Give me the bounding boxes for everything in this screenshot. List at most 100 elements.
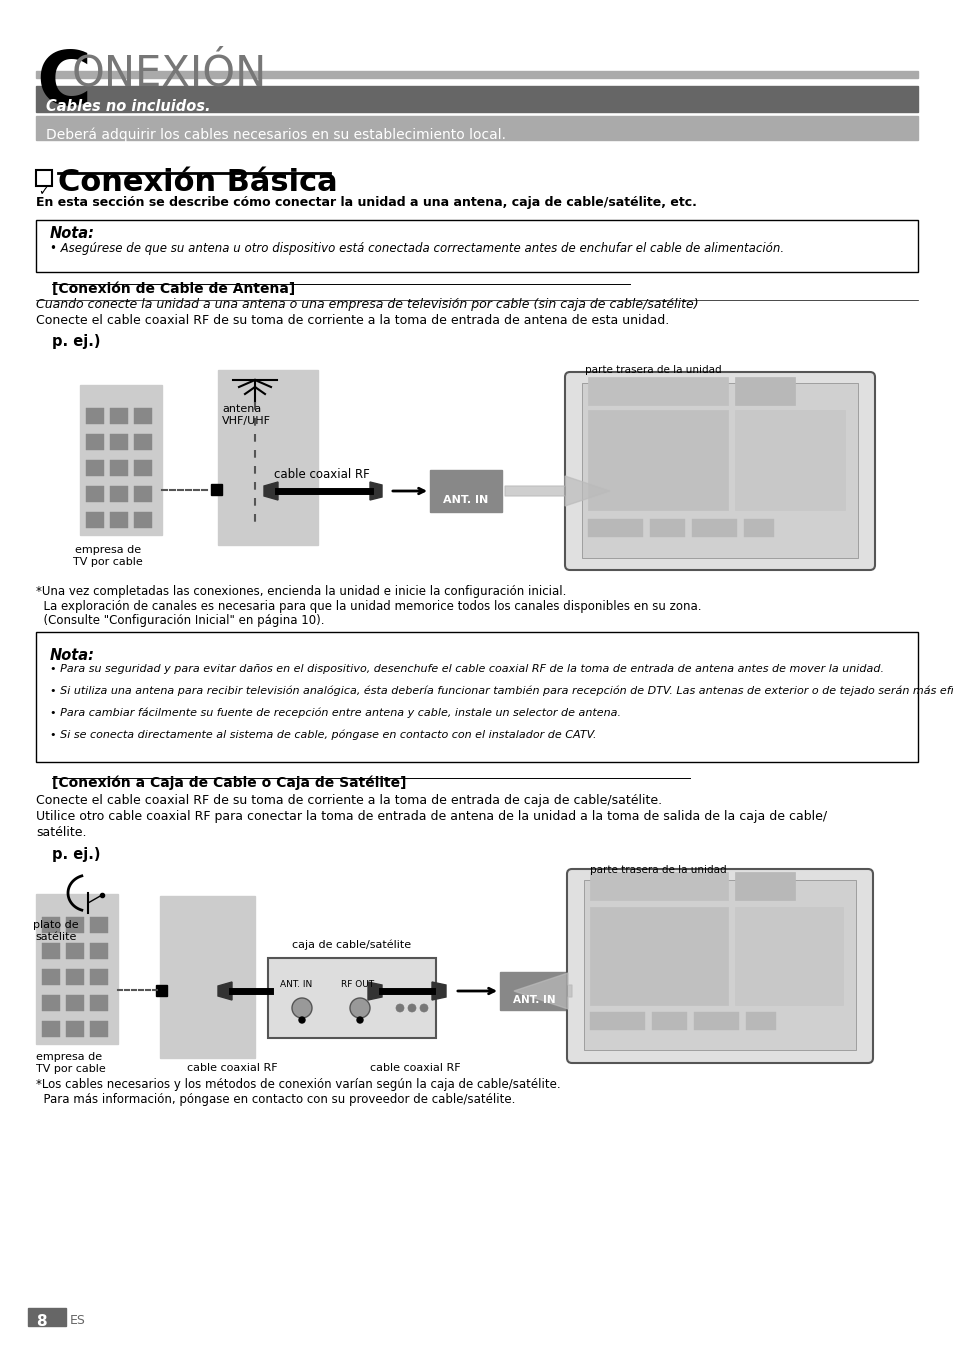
Text: Para más información, póngase en contacto con su proveedor de cable/satélite.: Para más información, póngase en contact… [36, 1093, 515, 1105]
Bar [133, 460, 152, 476]
Bar [86, 512, 104, 528]
Bar [589, 1012, 644, 1030]
Bar [743, 519, 773, 537]
Text: • Asegúrese de que su antena u otro dispositivo está conectada correctamente ant: • Asegúrese de que su antena u otro disp… [50, 243, 783, 255]
Bar [90, 944, 108, 958]
Text: ANT. IN: ANT. IN [512, 995, 555, 1006]
Bar [86, 434, 104, 450]
Text: Conecte el cable coaxial RF de su toma de corriente a la toma de entrada de caja: Conecte el cable coaxial RF de su toma d… [36, 794, 661, 807]
Bar [133, 408, 152, 425]
Text: Deberá adquirir los cables necesarios en su establecimiento local.: Deberá adquirir los cables necesarios en… [46, 128, 505, 143]
Text: 8: 8 [36, 1314, 47, 1329]
Text: plato de
satélite: plato de satélite [33, 919, 79, 942]
Bar [651, 1012, 686, 1030]
Bar [587, 377, 727, 404]
Bar [430, 470, 501, 512]
Bar [734, 907, 842, 1006]
Text: *Los cables necesarios y los métodos de conexión varían según la caja de cable/s: *Los cables necesarios y los métodos de … [36, 1078, 560, 1091]
Polygon shape [432, 981, 446, 1000]
Bar [90, 917, 108, 933]
FancyBboxPatch shape [36, 220, 917, 272]
Text: La exploración de canales es necesaria para que la unidad memorice todos los can: La exploración de canales es necesaria p… [36, 600, 700, 613]
Bar [90, 995, 108, 1011]
Bar [691, 519, 737, 537]
Bar [133, 487, 152, 501]
Bar [268, 958, 436, 1038]
Text: C: C [36, 49, 91, 121]
Bar [90, 1020, 108, 1037]
Text: Cuando conecte la unidad a una antena o una empresa de televisión por cable (sin: Cuando conecte la unidad a una antena o … [36, 298, 698, 311]
Circle shape [419, 1004, 428, 1012]
Bar [36, 116, 917, 140]
Circle shape [356, 1016, 363, 1023]
Bar [583, 880, 855, 1050]
Text: cable coaxial RF: cable coaxial RF [274, 468, 370, 481]
Circle shape [350, 998, 370, 1018]
Text: • Para su seguridad y para evitar daños en el dispositivo, desenchufe el cable c: • Para su seguridad y para evitar daños … [50, 665, 883, 674]
Bar [42, 995, 60, 1011]
Bar [133, 512, 152, 528]
Text: [Conexión de Cable de Antena]: [Conexión de Cable de Antena] [52, 282, 294, 297]
Bar [156, 985, 167, 996]
Text: ✓: ✓ [38, 185, 49, 198]
FancyArrow shape [504, 476, 609, 506]
Text: • Si utiliza una antena para recibir televisión analógica, ésta debería funciona: • Si utiliza una antena para recibir tel… [50, 686, 953, 697]
Text: empresa de
TV por cable: empresa de TV por cable [73, 545, 143, 566]
Circle shape [408, 1004, 416, 1012]
Bar [745, 1012, 775, 1030]
Bar [110, 408, 128, 425]
FancyArrow shape [514, 973, 572, 1010]
Bar [36, 894, 118, 1043]
Bar [36, 86, 917, 112]
Bar [86, 460, 104, 476]
Bar [42, 944, 60, 958]
Bar [66, 944, 84, 958]
Circle shape [298, 1016, 305, 1023]
FancyBboxPatch shape [36, 632, 917, 762]
Circle shape [292, 998, 312, 1018]
Bar [587, 519, 642, 537]
Bar [110, 434, 128, 450]
Text: RF OUT: RF OUT [341, 980, 375, 989]
Bar [66, 1020, 84, 1037]
Bar [42, 969, 60, 985]
Bar [587, 410, 727, 510]
Bar [36, 170, 52, 186]
Polygon shape [218, 981, 232, 1000]
Text: • Para cambiar fácilmente su fuente de recepción entre antena y cable, instale u: • Para cambiar fácilmente su fuente de r… [50, 708, 620, 718]
FancyBboxPatch shape [564, 372, 874, 570]
Bar [90, 969, 108, 985]
Bar [80, 386, 162, 535]
Bar [589, 907, 727, 1006]
Bar [734, 377, 794, 404]
Text: satélite.: satélite. [36, 826, 87, 838]
Text: empresa de
TV por cable: empresa de TV por cable [36, 1051, 106, 1073]
Bar [581, 383, 857, 558]
Bar [218, 369, 317, 545]
Bar [499, 972, 567, 1010]
Text: ANT. IN: ANT. IN [279, 980, 312, 989]
Text: Utilice otro cable coaxial RF para conectar la toma de entrada de antena de la u: Utilice otro cable coaxial RF para conec… [36, 810, 826, 824]
Polygon shape [264, 483, 277, 500]
Text: (Consulte "Configuración Inicial" en página 10).: (Consulte "Configuración Inicial" en pág… [36, 613, 324, 627]
Text: [Conexión a Caja de Cable o Caja de Satélite]: [Conexión a Caja de Cable o Caja de Saté… [52, 776, 406, 790]
Text: p. ej.): p. ej.) [52, 847, 100, 861]
Text: ANT. IN: ANT. IN [443, 495, 488, 506]
Bar [160, 896, 254, 1058]
Text: cable coaxial RF: cable coaxial RF [187, 1064, 277, 1073]
Text: ES: ES [70, 1314, 86, 1326]
Text: Nota:: Nota: [50, 226, 95, 241]
Bar [36, 71, 917, 78]
Text: • Si se conecta directamente al sistema de cable, póngase en contacto con el ins: • Si se conecta directamente al sistema … [50, 731, 596, 740]
Bar [66, 917, 84, 933]
Bar [734, 872, 794, 900]
Text: Cables no incluidos.: Cables no incluidos. [46, 98, 211, 115]
Text: parte trasera de la unidad: parte trasera de la unidad [584, 365, 720, 375]
Bar [211, 484, 222, 495]
Text: cable coaxial RF: cable coaxial RF [370, 1064, 460, 1073]
Bar [734, 410, 844, 510]
FancyBboxPatch shape [566, 869, 872, 1064]
Bar [86, 408, 104, 425]
Text: caja de cable/satélite: caja de cable/satélite [293, 940, 411, 950]
Bar [42, 917, 60, 933]
